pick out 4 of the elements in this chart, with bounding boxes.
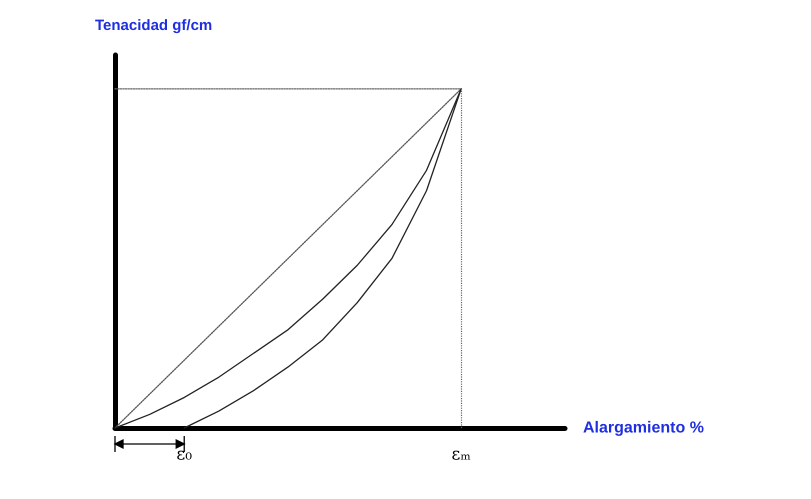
x-tick-label: ε₀ <box>176 444 192 464</box>
y-axis-title: Tenacidad gf/cm <box>95 17 212 34</box>
x-axis-title: Alargamiento % <box>583 420 704 436</box>
x-tick-label: εₘ <box>452 444 471 464</box>
